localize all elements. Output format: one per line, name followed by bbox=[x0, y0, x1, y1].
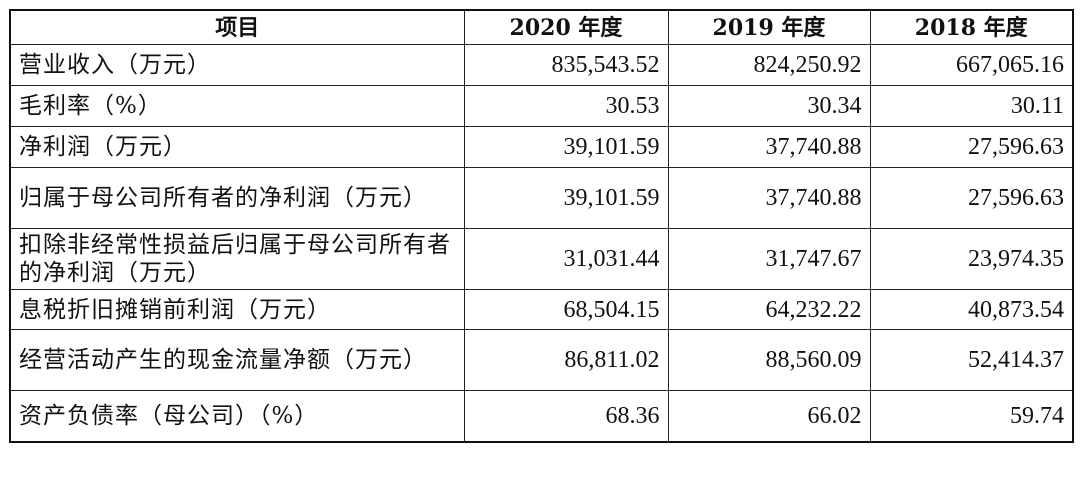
value-2018: 52,414.37 bbox=[869, 329, 1074, 391]
table-row: 扣除非经常性损益后归属于母公司所有者的净利润（万元） 31,031.44 31,… bbox=[9, 228, 1074, 290]
table-row: 经营活动产生的现金流量净额（万元） 86,811.02 88,560.09 52… bbox=[9, 329, 1074, 391]
value-2018: 30.11 bbox=[869, 85, 1074, 127]
value-2018: 667,065.16 bbox=[869, 44, 1074, 86]
table-row: 营业收入（万元） 835,543.52 824,250.92 667,065.1… bbox=[9, 44, 1074, 86]
value-2019: 88,560.09 bbox=[667, 329, 871, 391]
value-2020: 86,811.02 bbox=[463, 329, 669, 391]
row-label: 息税折旧摊销前利润（万元） bbox=[9, 289, 465, 330]
value-2018: 27,596.63 bbox=[869, 126, 1074, 168]
value-2020: 31,031.44 bbox=[463, 228, 669, 290]
header-2018: 2018 年度 bbox=[869, 9, 1074, 45]
row-label: 净利润（万元） bbox=[9, 126, 465, 168]
value-2020: 68,504.15 bbox=[463, 289, 669, 330]
financial-table-container: 项目 2020 年度 2019 年度 2018 年度 营业收入（万元） 835,… bbox=[9, 9, 1074, 443]
value-2018: 59.74 bbox=[869, 390, 1074, 443]
value-2018: 40,873.54 bbox=[869, 289, 1074, 330]
value-2019: 31,747.67 bbox=[667, 228, 871, 290]
value-2020: 39,101.59 bbox=[463, 126, 669, 168]
value-2020: 39,101.59 bbox=[463, 167, 669, 229]
header-2020: 2020 年度 bbox=[463, 9, 669, 45]
header-item: 项目 bbox=[9, 9, 465, 45]
value-2020: 835,543.52 bbox=[463, 44, 669, 86]
value-2019: 37,740.88 bbox=[667, 167, 871, 229]
header-2019: 2019 年度 bbox=[667, 9, 871, 45]
table-row: 息税折旧摊销前利润（万元） 68,504.15 64,232.22 40,873… bbox=[9, 289, 1074, 330]
row-label: 经营活动产生的现金流量净额（万元） bbox=[9, 329, 465, 391]
value-2019: 30.34 bbox=[667, 85, 871, 127]
table-row: 净利润（万元） 39,101.59 37,740.88 27,596.63 bbox=[9, 126, 1074, 168]
row-label: 扣除非经常性损益后归属于母公司所有者的净利润（万元） bbox=[9, 228, 465, 290]
row-label: 营业收入（万元） bbox=[9, 44, 465, 86]
table-header-row: 项目 2020 年度 2019 年度 2018 年度 bbox=[9, 9, 1074, 45]
value-2019: 66.02 bbox=[667, 390, 871, 443]
row-label: 归属于母公司所有者的净利润（万元） bbox=[9, 167, 465, 229]
value-2018: 27,596.63 bbox=[869, 167, 1074, 229]
value-2019: 37,740.88 bbox=[667, 126, 871, 168]
value-2020: 30.53 bbox=[463, 85, 669, 127]
value-2019: 64,232.22 bbox=[667, 289, 871, 330]
value-2018: 23,974.35 bbox=[869, 228, 1074, 290]
financial-summary-table: 项目 2020 年度 2019 年度 2018 年度 营业收入（万元） 835,… bbox=[9, 9, 1074, 443]
table-row: 资产负债率（母公司）（%） 68.36 66.02 59.74 bbox=[9, 390, 1074, 443]
value-2019: 824,250.92 bbox=[667, 44, 871, 86]
table-row: 毛利率（%） 30.53 30.34 30.11 bbox=[9, 85, 1074, 127]
value-2020: 68.36 bbox=[463, 390, 669, 443]
table-row: 归属于母公司所有者的净利润（万元） 39,101.59 37,740.88 27… bbox=[9, 167, 1074, 229]
row-label: 资产负债率（母公司）（%） bbox=[9, 390, 465, 443]
row-label: 毛利率（%） bbox=[9, 85, 465, 127]
